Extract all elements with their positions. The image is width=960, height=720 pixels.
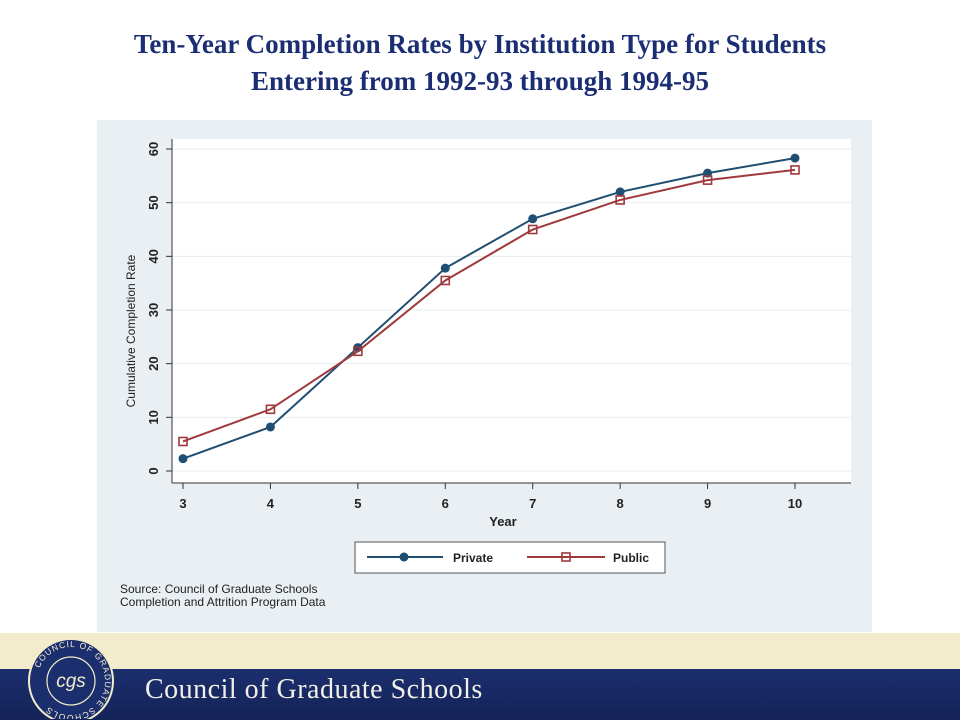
legend-item-public: Public [527,551,649,565]
source-line-1: Source: Council of Graduate Schools [120,582,318,596]
data-point-public [265,404,276,415]
data-point-private [178,454,188,464]
data-point-private [440,263,450,273]
series [178,153,800,464]
data-point-private [265,422,275,432]
data-point-private [790,153,800,163]
axes [171,139,851,484]
data-point-public [178,436,188,447]
data-point-private [528,214,538,224]
grid-lines [172,148,851,472]
y-tick-label: 40 [146,249,161,263]
y-tick-label: 10 [146,410,161,424]
legend: Private Public [354,541,666,574]
y-tick-label: 50 [146,195,161,209]
source-line-2: Completion and Attrition Program Data [120,595,326,609]
x-tick-label: 8 [617,496,624,511]
title-line-1: Ten-Year Completion Rates by Institution… [133,29,827,59]
y-tick-label: 60 [146,142,161,156]
plot-area [172,139,851,483]
footer-bar [0,669,960,720]
x-tick-label: 10 [788,496,802,511]
x-tick-label: 3 [179,496,186,511]
y-tick-label: 20 [146,356,161,370]
series-line-private [182,157,796,460]
title-line-2: Entering from 1992-93 through 1994-95 [251,66,709,96]
legend-label-public: Public [613,551,649,565]
x-tick-label: 6 [442,496,449,511]
legend-item-private: Private [367,551,493,565]
x-axis-label: Year [489,514,516,529]
slide-title: Ten-Year Completion Rates by Institution… [0,26,960,100]
footer-org-name: Council of Graduate Schools [145,674,483,705]
x-ticks: 3 4 5 6 7 8 9 10 [179,483,802,511]
x-tick-label: 9 [704,496,711,511]
x-tick-label: 4 [267,496,275,511]
series-line-public [182,168,796,443]
legend-marker-private [399,552,409,562]
legend-label-private: Private [453,551,493,565]
x-tick-label: 5 [354,496,361,511]
y-tick-label: 0 [146,467,161,474]
data-point-public [353,346,363,357]
logo-inner-ring [46,656,96,706]
data-point-public [615,195,625,205]
data-point-public [702,175,713,185]
data-point-private [615,187,625,197]
legend-marker-public [561,552,571,562]
cgs-logo: COUNCIL OF GRADUATE SCHOOLS cgs [28,638,114,719]
data-point-public [527,224,538,235]
logo-seal [28,638,114,719]
data-point-public [790,165,800,175]
data-point-public [440,275,451,286]
y-tick-label: 30 [146,303,161,317]
y-ticks: 0 10 20 30 40 50 60 [146,142,172,475]
x-tick-label: 7 [529,496,536,511]
y-axis-label: Cumulative Completion Rate [124,254,138,407]
logo-mark: cgs [56,671,86,692]
source-note: Source: Council of Graduate Schools Comp… [120,583,325,609]
